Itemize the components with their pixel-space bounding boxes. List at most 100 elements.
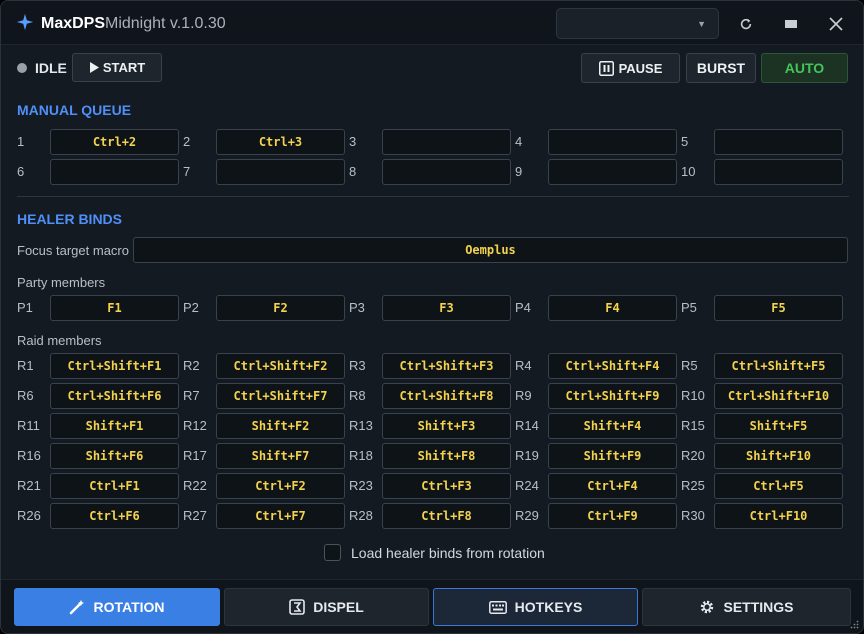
party-member-label: P5 bbox=[681, 300, 697, 315]
raid-member-key-field[interactable]: Ctrl+Shift+F1 bbox=[50, 353, 179, 379]
party-member-key-field[interactable]: F4 bbox=[548, 295, 677, 321]
raid-member-label: R23 bbox=[349, 478, 373, 493]
raid-member-label: R19 bbox=[515, 448, 539, 463]
wand-icon bbox=[70, 600, 85, 615]
raid-member-key-field[interactable]: Shift+F10 bbox=[714, 443, 843, 469]
queue-slot-key-field[interactable] bbox=[50, 159, 179, 185]
raid-member-key-field[interactable]: Ctrl+F2 bbox=[216, 473, 345, 499]
queue-slot-key-field[interactable] bbox=[382, 159, 511, 185]
close-button[interactable] bbox=[821, 9, 851, 39]
raid-members-label: Raid members bbox=[17, 333, 102, 348]
raid-member-label: R11 bbox=[17, 418, 40, 433]
queue-slot-key-field[interactable]: Ctrl+2 bbox=[50, 129, 179, 155]
raid-member-label: R5 bbox=[681, 358, 698, 373]
gear-icon bbox=[701, 600, 714, 614]
party-member-key-field[interactable]: F5 bbox=[714, 295, 843, 321]
queue-slot-label: 1 bbox=[17, 134, 25, 149]
raid-member-key-field[interactable]: Ctrl+Shift+F3 bbox=[382, 353, 511, 379]
raid-member-key-field[interactable]: Ctrl+F8 bbox=[382, 503, 511, 529]
raid-member-key-field[interactable]: Shift+F4 bbox=[548, 413, 677, 439]
raid-member-key-field[interactable]: Ctrl+F3 bbox=[382, 473, 511, 499]
load-binds-checkbox[interactable] bbox=[324, 544, 341, 561]
section-divider bbox=[17, 196, 849, 197]
title-bar: MaxDPS Midnight v.1.0.30 ▼ bbox=[1, 1, 863, 45]
party-member-key-field[interactable]: F2 bbox=[216, 295, 345, 321]
queue-slot-key-field[interactable] bbox=[714, 159, 843, 185]
raid-member-key-field[interactable]: Shift+F1 bbox=[50, 413, 179, 439]
raid-member-key-field[interactable]: Ctrl+Shift+F4 bbox=[548, 353, 677, 379]
raid-member-label: R15 bbox=[681, 418, 705, 433]
tab-hotkeys[interactable]: HOTKEYS bbox=[433, 588, 638, 626]
tab-settings-label: SETTINGS bbox=[723, 599, 794, 615]
raid-member-key-field[interactable]: Ctrl+F6 bbox=[50, 503, 179, 529]
raid-member-key-field[interactable]: Ctrl+F1 bbox=[50, 473, 179, 499]
queue-slot-key-field[interactable] bbox=[548, 129, 677, 155]
profile-select[interactable]: ▼ bbox=[556, 8, 719, 39]
raid-member-key-field[interactable]: Ctrl+F5 bbox=[714, 473, 843, 499]
raid-member-label: R7 bbox=[183, 388, 200, 403]
queue-slot-label: 4 bbox=[515, 134, 523, 149]
raid-member-key-field[interactable]: Shift+F5 bbox=[714, 413, 843, 439]
raid-member-key-field[interactable]: Ctrl+F10 bbox=[714, 503, 843, 529]
minimize-button[interactable] bbox=[776, 9, 806, 39]
queue-slot-key-field[interactable] bbox=[382, 129, 511, 155]
queue-slot-key-field[interactable] bbox=[714, 129, 843, 155]
raid-member-label: R28 bbox=[349, 508, 373, 523]
tab-dispel[interactable]: DISPEL bbox=[224, 588, 429, 626]
queue-slot-key-field[interactable]: Ctrl+3 bbox=[216, 129, 345, 155]
raid-member-key-field[interactable]: Ctrl+Shift+F9 bbox=[548, 383, 677, 409]
raid-member-label: R22 bbox=[183, 478, 207, 493]
healer-binds-title: HEALER BINDS bbox=[17, 211, 123, 227]
keyboard-icon bbox=[488, 600, 507, 614]
queue-slot-key-field[interactable] bbox=[216, 159, 345, 185]
raid-member-label: R4 bbox=[515, 358, 532, 373]
status-indicator bbox=[17, 63, 27, 73]
raid-member-key-field[interactable]: Ctrl+Shift+F5 bbox=[714, 353, 843, 379]
party-member-key-field[interactable]: F3 bbox=[382, 295, 511, 321]
queue-slot-label: 3 bbox=[349, 134, 357, 149]
raid-member-key-field[interactable]: Ctrl+F9 bbox=[548, 503, 677, 529]
chevron-down-icon: ▼ bbox=[697, 19, 706, 29]
pause-button[interactable]: PAUSE bbox=[581, 53, 680, 83]
raid-member-label: R12 bbox=[183, 418, 207, 433]
raid-member-key-field[interactable]: Ctrl+Shift+F2 bbox=[216, 353, 345, 379]
raid-member-label: R17 bbox=[183, 448, 207, 463]
resize-grip-icon[interactable] bbox=[849, 620, 859, 630]
raid-member-label: R24 bbox=[515, 478, 539, 493]
party-member-key-field[interactable]: F1 bbox=[50, 295, 179, 321]
refresh-button[interactable] bbox=[731, 9, 761, 39]
load-binds-label: Load healer binds from rotation bbox=[351, 545, 545, 561]
raid-member-key-field[interactable]: Shift+F7 bbox=[216, 443, 345, 469]
queue-slot-key-field[interactable] bbox=[548, 159, 677, 185]
raid-member-key-field[interactable]: Ctrl+Shift+F10 bbox=[714, 383, 843, 409]
raid-member-key-field[interactable]: Shift+F8 bbox=[382, 443, 511, 469]
party-member-label: P1 bbox=[17, 300, 33, 315]
focus-macro-field[interactable]: Oemplus bbox=[133, 237, 848, 263]
pause-icon bbox=[598, 60, 614, 76]
tab-dispel-label: DISPEL bbox=[313, 599, 364, 615]
raid-member-label: R18 bbox=[349, 448, 373, 463]
burst-button[interactable]: BURST bbox=[686, 53, 756, 83]
raid-member-key-field[interactable]: Shift+F3 bbox=[382, 413, 511, 439]
raid-member-key-field[interactable]: Shift+F6 bbox=[50, 443, 179, 469]
raid-member-key-field[interactable]: Ctrl+F7 bbox=[216, 503, 345, 529]
manual-queue-title: MANUAL QUEUE bbox=[17, 102, 132, 118]
raid-member-key-field[interactable]: Ctrl+Shift+F8 bbox=[382, 383, 511, 409]
raid-member-label: R25 bbox=[681, 478, 705, 493]
raid-member-label: R21 bbox=[17, 478, 41, 493]
queue-slot-label: 10 bbox=[681, 164, 696, 179]
raid-member-label: R13 bbox=[349, 418, 373, 433]
tab-settings[interactable]: SETTINGS bbox=[642, 588, 851, 626]
raid-member-key-field[interactable]: Ctrl+Shift+F6 bbox=[50, 383, 179, 409]
burst-label: BURST bbox=[696, 60, 746, 76]
auto-button[interactable]: AUTO bbox=[761, 53, 848, 83]
queue-slot-label: 6 bbox=[17, 164, 25, 179]
raid-member-key-field[interactable]: Ctrl+F4 bbox=[548, 473, 677, 499]
raid-member-key-field[interactable]: Shift+F9 bbox=[548, 443, 677, 469]
status-text: IDLE bbox=[35, 60, 67, 76]
start-button[interactable]: START bbox=[72, 53, 162, 82]
raid-member-key-field[interactable]: Shift+F2 bbox=[216, 413, 345, 439]
tab-rotation[interactable]: ROTATION bbox=[14, 588, 220, 626]
raid-member-key-field[interactable]: Ctrl+Shift+F7 bbox=[216, 383, 345, 409]
